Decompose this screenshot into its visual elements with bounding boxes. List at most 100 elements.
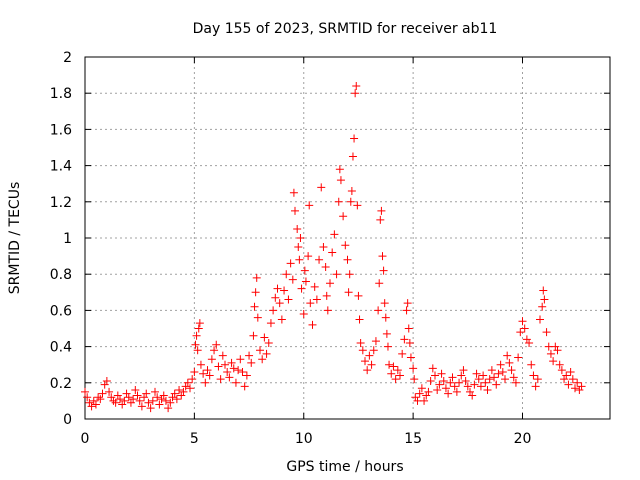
data-point bbox=[428, 364, 437, 373]
data-point bbox=[216, 375, 225, 384]
data-point bbox=[203, 366, 212, 375]
data-point bbox=[177, 391, 186, 400]
data-point bbox=[188, 375, 197, 384]
data-point bbox=[236, 355, 245, 364]
data-point bbox=[249, 331, 258, 340]
data-point bbox=[146, 404, 155, 413]
data-point bbox=[102, 376, 111, 385]
data-point bbox=[231, 378, 240, 387]
data-point bbox=[483, 386, 492, 395]
y-axis-label: SRMTID / TECUs bbox=[7, 182, 23, 295]
data-point bbox=[345, 270, 354, 279]
y-tick-label: 0.4 bbox=[50, 340, 72, 356]
data-point bbox=[335, 165, 344, 174]
data-point bbox=[105, 387, 114, 396]
data-point bbox=[190, 367, 199, 376]
data-point bbox=[116, 395, 124, 404]
data-point bbox=[564, 380, 573, 389]
data-point bbox=[498, 367, 507, 376]
data-point bbox=[542, 328, 551, 337]
data-point bbox=[229, 364, 238, 373]
data-point bbox=[358, 346, 367, 355]
data-point bbox=[353, 201, 362, 210]
data-point bbox=[562, 371, 571, 380]
data-point bbox=[142, 389, 151, 398]
data-point bbox=[396, 371, 404, 380]
data-point bbox=[382, 329, 391, 338]
data-point bbox=[344, 288, 353, 297]
data-point bbox=[426, 376, 435, 385]
data-point bbox=[404, 324, 413, 333]
data-point bbox=[383, 342, 392, 351]
data-point bbox=[455, 378, 464, 387]
data-point bbox=[240, 382, 249, 391]
data-point bbox=[393, 366, 402, 375]
data-point bbox=[546, 349, 555, 358]
y-tick-label: 0.2 bbox=[50, 376, 72, 392]
data-point bbox=[144, 398, 153, 407]
data-point bbox=[452, 387, 461, 396]
x-tick-label: 10 bbox=[295, 431, 313, 447]
data-point bbox=[417, 384, 426, 393]
data-point bbox=[433, 386, 442, 395]
data-point bbox=[140, 393, 149, 402]
data-point bbox=[494, 369, 503, 378]
data-point bbox=[374, 306, 383, 315]
data-point bbox=[501, 375, 509, 384]
data-point bbox=[560, 375, 569, 384]
y-tick-label: 1 bbox=[63, 231, 72, 247]
data-point bbox=[96, 395, 105, 404]
data-point bbox=[356, 338, 365, 347]
data-point bbox=[518, 317, 527, 326]
data-point bbox=[310, 282, 319, 291]
data-point bbox=[289, 188, 298, 197]
data-point bbox=[124, 393, 133, 402]
data-point bbox=[322, 291, 331, 300]
data-point bbox=[457, 371, 466, 380]
y-tick-label: 1.4 bbox=[50, 159, 72, 175]
data-point bbox=[369, 346, 378, 355]
data-point bbox=[341, 241, 350, 250]
data-point bbox=[539, 286, 548, 295]
data-point bbox=[376, 215, 385, 224]
data-point bbox=[172, 395, 181, 404]
data-point bbox=[485, 375, 494, 384]
data-point bbox=[516, 328, 525, 337]
data-point bbox=[291, 206, 299, 215]
data-point bbox=[293, 224, 302, 233]
x-tick-label: 0 bbox=[81, 431, 90, 447]
data-point bbox=[446, 378, 455, 387]
data-point bbox=[297, 284, 306, 293]
data-point bbox=[118, 400, 127, 409]
data-point bbox=[164, 404, 173, 413]
data-point bbox=[107, 393, 116, 402]
data-point bbox=[551, 342, 560, 351]
data-point bbox=[566, 367, 575, 376]
data-point bbox=[214, 362, 223, 371]
data-point bbox=[343, 255, 352, 264]
data-point bbox=[264, 338, 273, 347]
data-point bbox=[252, 273, 261, 282]
y-tick-label: 0.8 bbox=[50, 267, 72, 283]
data-point bbox=[258, 355, 267, 364]
data-point bbox=[304, 252, 313, 261]
data-point bbox=[481, 378, 490, 387]
data-point bbox=[284, 295, 293, 304]
data-point bbox=[175, 386, 184, 395]
data-point bbox=[437, 369, 446, 378]
data-point bbox=[262, 349, 271, 358]
data-point bbox=[133, 391, 142, 400]
data-point bbox=[286, 259, 295, 268]
data-point bbox=[398, 349, 407, 358]
data-point bbox=[411, 393, 420, 402]
data-point bbox=[476, 382, 485, 391]
data-point bbox=[355, 315, 364, 324]
data-point bbox=[288, 275, 297, 284]
data-point bbox=[406, 353, 415, 362]
data-point bbox=[218, 351, 227, 360]
data-point bbox=[247, 358, 256, 367]
data-point bbox=[113, 391, 122, 400]
data-point bbox=[305, 201, 314, 210]
data-point bbox=[199, 369, 208, 378]
data-point bbox=[555, 360, 564, 369]
